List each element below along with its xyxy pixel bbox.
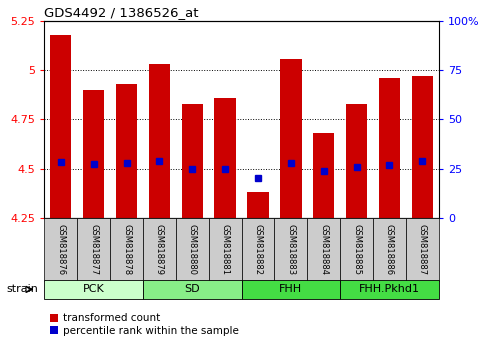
Bar — [379, 78, 400, 218]
Bar — [373, 218, 406, 281]
Bar — [346, 104, 367, 218]
Bar — [181, 104, 203, 218]
Bar — [406, 218, 439, 281]
Bar — [110, 218, 143, 281]
Bar — [280, 58, 302, 218]
Bar — [143, 280, 242, 299]
Text: GSM818884: GSM818884 — [319, 224, 328, 275]
Text: FHH.Pkhd1: FHH.Pkhd1 — [359, 284, 420, 295]
Text: GSM818887: GSM818887 — [418, 224, 427, 275]
Bar — [275, 218, 307, 281]
Text: GSM818881: GSM818881 — [221, 224, 230, 275]
Legend: transformed count, percentile rank within the sample: transformed count, percentile rank withi… — [50, 313, 239, 336]
Text: strain: strain — [6, 284, 38, 295]
Bar — [149, 64, 170, 218]
Bar — [242, 218, 275, 281]
Bar — [176, 218, 209, 281]
Bar — [83, 90, 105, 218]
Bar — [214, 98, 236, 218]
Bar — [242, 280, 340, 299]
Text: GSM818885: GSM818885 — [352, 224, 361, 275]
Text: GSM818878: GSM818878 — [122, 224, 131, 275]
Bar — [209, 218, 242, 281]
Bar — [313, 133, 334, 218]
Bar — [340, 280, 439, 299]
Text: SD: SD — [184, 284, 200, 295]
Text: GSM818876: GSM818876 — [56, 224, 65, 275]
Text: GSM818879: GSM818879 — [155, 224, 164, 275]
Text: GSM818880: GSM818880 — [188, 224, 197, 275]
Text: GSM818882: GSM818882 — [253, 224, 262, 275]
Text: GSM818886: GSM818886 — [385, 224, 394, 275]
Bar — [247, 192, 269, 218]
Bar — [44, 280, 143, 299]
Bar — [143, 218, 176, 281]
Text: GDS4492 / 1386526_at: GDS4492 / 1386526_at — [44, 6, 199, 19]
Bar — [44, 218, 77, 281]
Bar — [412, 76, 433, 218]
Text: PCK: PCK — [83, 284, 105, 295]
Bar — [50, 35, 71, 218]
Text: GSM818883: GSM818883 — [286, 224, 295, 275]
Text: GSM818877: GSM818877 — [89, 224, 98, 275]
Bar — [307, 218, 340, 281]
Text: FHH: FHH — [280, 284, 302, 295]
Bar — [77, 218, 110, 281]
Bar — [116, 84, 137, 218]
Bar — [340, 218, 373, 281]
